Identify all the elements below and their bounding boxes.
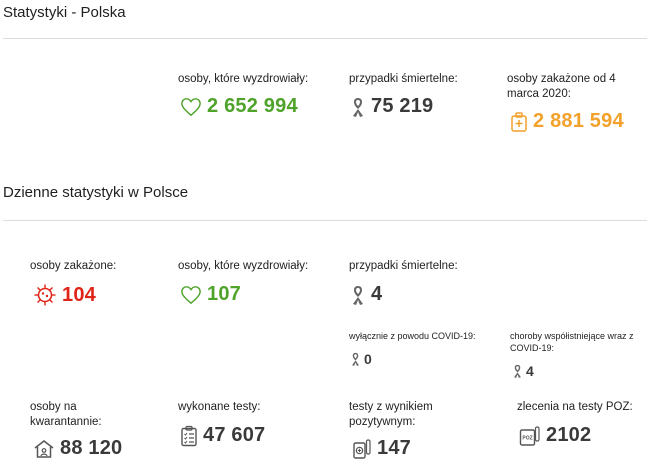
medical-kit-icon (510, 111, 528, 133)
section-title-poland: Statystyki - Polska (3, 4, 126, 21)
covid-only-stat: 0 (350, 351, 372, 367)
clipboard-icon (180, 425, 198, 447)
positive-tests-value: 147 (377, 437, 411, 459)
section-title-daily: Dzienne statystyki w Polsce (3, 184, 189, 201)
tests-stat: 47 607 (180, 424, 265, 447)
infected-total-stat: 2 881 594 (510, 110, 624, 133)
poz-orders-stat: POZ 2102 (519, 424, 591, 447)
test-kit-icon (352, 438, 372, 460)
recovered-total-value: 2 652 994 (207, 95, 298, 117)
ribbon-icon (350, 351, 361, 367)
deaths-total-value: 75 219 (371, 95, 434, 117)
ribbon-icon (350, 96, 366, 118)
daily-infected-label: osoby zakażone: (30, 260, 117, 272)
poz-icon: POZ (519, 425, 541, 447)
daily-deaths-value: 4 (371, 283, 383, 305)
virus-icon (33, 283, 57, 307)
recovered-total-stat: 2 652 994 (180, 95, 298, 118)
tests-value: 47 607 (203, 424, 266, 446)
quarantine-label: osoby na kwarantannie: (30, 401, 102, 428)
covid-only-label: wyłącznie z powodu COVID-19: (349, 331, 476, 341)
quarantine-value: 88 120 (60, 437, 123, 459)
infected-total-value: 2 881 594 (533, 110, 624, 132)
positive-tests-stat: 147 (352, 437, 411, 460)
covid-only-value: 0 (364, 351, 372, 367)
svg-text:POZ: POZ (522, 435, 532, 441)
ribbon-icon (512, 363, 523, 379)
ribbon-icon (350, 284, 366, 306)
comorbid-stat: 4 (512, 363, 534, 379)
divider (3, 220, 647, 221)
comorbid-label: choroby współistniejące wraz z COVID-19: (510, 331, 634, 353)
recovered-total-label: osoby, które wyzdrowiały: (178, 73, 309, 85)
daily-infected-stat: 104 (33, 283, 96, 307)
daily-infected-value: 104 (62, 283, 96, 306)
daily-recovered-label: osoby, które wyzdrowiały: (178, 260, 309, 272)
infected-total-label: osoby zakażone od 4 marca 2020: (507, 73, 616, 100)
poz-orders-label: zlecenia na testy POZ: (517, 401, 633, 413)
daily-deaths-label: przypadki śmiertelne: (349, 260, 458, 272)
heart-icon (180, 285, 202, 305)
deaths-total-label: przypadki śmiertelne: (349, 73, 458, 85)
tests-label: wykonane testy: (178, 401, 261, 413)
poz-orders-value: 2102 (546, 424, 592, 446)
daily-recovered-value: 107 (207, 283, 241, 305)
daily-deaths-stat: 4 (350, 283, 382, 306)
heart-icon (180, 97, 202, 117)
daily-recovered-stat: 107 (180, 283, 241, 306)
positive-tests-label: testy z wynikiem pozytywnym: (349, 401, 433, 428)
divider (3, 38, 647, 39)
quarantine-stat: 88 120 (33, 437, 122, 460)
comorbid-value: 4 (526, 363, 534, 379)
house-icon (33, 439, 55, 459)
deaths-total-stat: 75 219 (350, 95, 433, 118)
